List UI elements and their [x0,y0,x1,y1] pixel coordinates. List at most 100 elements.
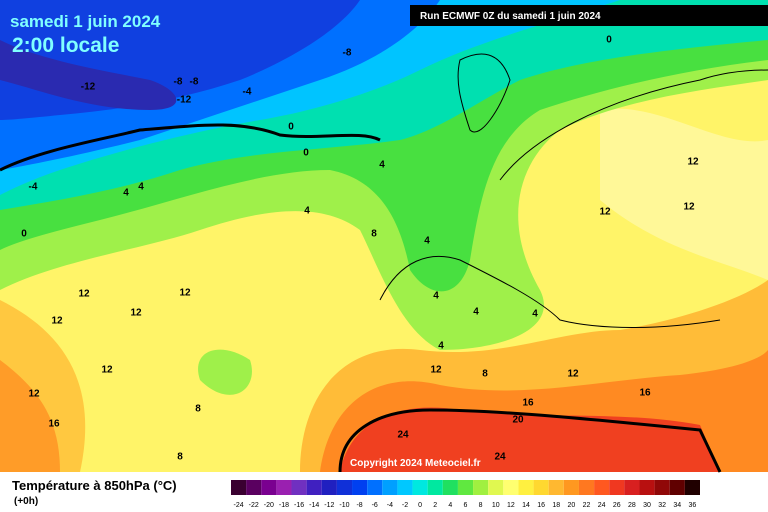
colorbar-label: 20 [568,502,576,509]
contour-label: 0 [288,122,294,133]
colorbar-label: 16 [537,502,545,509]
footer-title: Température à 850hPa (°C) [12,478,177,493]
contour-label: 12 [683,202,695,213]
contour-label: 16 [48,419,60,430]
colorbar-swatch [352,480,368,495]
colorbar-swatch [397,480,413,495]
colorbar-label: -8 [356,502,362,509]
contour-label: -8 [343,48,352,59]
contour-label: 12 [101,365,113,376]
colorbar-swatch [533,480,549,495]
run-label: Run ECMWF 0Z du samedi 1 juin 2024 [420,11,601,22]
colorbar-label: 0 [418,502,422,509]
colorbar-label: 6 [464,502,468,509]
colorbar-label: -4 [387,502,393,509]
contour-label: 12 [78,289,90,300]
colorbar-swatch [261,480,277,495]
colorbar-label: 36 [689,502,697,509]
contour-label: 0 [303,148,309,159]
colorbar-label: 34 [673,502,681,509]
colorbar-swatch [639,480,655,495]
colorbar-swatch [382,480,398,495]
contour-label: 24 [494,452,506,463]
contour-label: -8 [190,77,199,88]
colorbar-swatch [473,480,489,495]
contour-label: 4 [304,206,310,217]
colorbar-swatch [336,480,353,495]
contour-label: 16 [522,398,534,409]
colorbar-label: 22 [583,502,591,509]
colorbar-swatch [684,480,700,495]
colorbar-label: -14 [309,502,319,509]
colorbar-label: -10 [339,502,349,509]
contour-label: -8 [174,77,183,88]
colorbar-label: 26 [613,502,621,509]
contour-label: 4 [424,236,430,247]
time-label: 2:00 locale [12,34,119,57]
colorbar-label: 30 [643,502,651,509]
colorbar-label: 2 [433,502,437,509]
colorbar-swatch [624,480,640,495]
colorbar-swatch [563,480,579,495]
contour-label: 12 [430,365,442,376]
contour-label: 0 [21,229,27,240]
colorbar-swatch [231,480,247,495]
colorbar-swatch [548,480,564,495]
colorbar-label: 18 [552,502,560,509]
colorbar-label: -12 [324,502,334,509]
contour-label: 0 [606,35,612,46]
colorbar-swatch [488,480,504,495]
colorbar-label: -6 [372,502,378,509]
isotherms [0,53,768,473]
contour-label: 16 [639,388,651,399]
colorbar-swatch [412,480,428,495]
colorbar-swatch [669,480,685,495]
contour-label: -12 [81,82,96,93]
contour-label: -4 [243,87,252,98]
contour-label: -4 [29,182,38,193]
colorbar-label: -22 [249,502,259,509]
contour-label: 8 [195,404,201,415]
colorbar-swatch [321,480,337,495]
colorbar-swatch [291,480,307,495]
colorbar-swatch [503,480,519,495]
colorbar-label: 8 [479,502,483,509]
colorbar-swatch [367,480,383,495]
colorbar-label: -20 [264,502,274,509]
colorbar-label: 4 [448,502,452,509]
contour-label: 4 [438,341,444,352]
contour-label: 12 [567,369,579,380]
colorbar-label: 10 [492,502,500,509]
contour-label: 12 [179,288,191,299]
contour-label: 8 [371,229,377,240]
colorbar-swatch [594,480,610,495]
colorbar-swatch [246,480,262,495]
colorbar-label: 24 [598,502,606,509]
contour-label: 4 [532,309,538,320]
contour-label: 4 [433,291,439,302]
colorbar-label: -2 [402,502,408,509]
contour-label: -12 [177,95,192,106]
contour-label: 12 [599,207,611,218]
date-label: samedi 1 juin 2024 [10,12,161,31]
contour-label: 4 [123,188,129,199]
colorbar-swatch [457,480,474,495]
colorbar-swatch [654,480,670,495]
colorbar-label: -16 [294,502,304,509]
contour-label: 12 [130,308,142,319]
colorbar-label: -24 [234,502,244,509]
contour-label: 24 [397,430,409,441]
colorbar-swatch [276,480,292,495]
contour-label: 4 [138,182,144,193]
colorbar-swatch [427,480,443,495]
colorbar-label: 12 [507,502,515,509]
colorbar-swatch [518,480,534,495]
colorbar-label: 32 [658,502,666,509]
colorbar-swatch [442,480,458,495]
copyright: Copyright 2024 Meteociel.fr [350,458,481,469]
contour-label: 12 [28,389,40,400]
colorbar-label: 28 [628,502,636,509]
footer-step: (+0h) [14,496,38,507]
